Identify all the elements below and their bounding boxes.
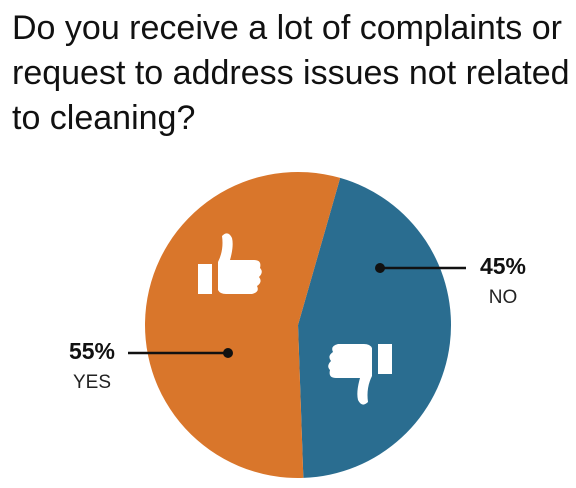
slices	[145, 171, 452, 478]
value-label: 55%	[69, 338, 115, 364]
labels: 45% NO 55% YES	[69, 253, 526, 393]
thumbs-up-icon	[198, 233, 262, 294]
thumbs-down-icon	[328, 344, 392, 405]
chart-title: Do you receive a lot of complaints or re…	[12, 9, 570, 137]
value-label: 45%	[480, 253, 526, 279]
icons	[198, 233, 392, 405]
pie-slice	[145, 171, 341, 478]
leader-dot	[223, 348, 233, 358]
leader-dot	[375, 263, 385, 273]
category-label: NO	[489, 287, 518, 308]
pie-slice	[298, 177, 452, 478]
category-label: YES	[73, 372, 111, 393]
